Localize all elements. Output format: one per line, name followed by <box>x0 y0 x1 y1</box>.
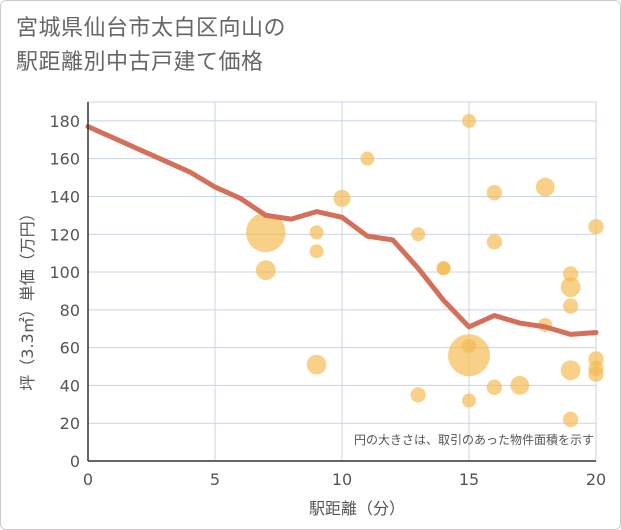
y-tick-label: 120 <box>49 225 80 244</box>
bubble-point <box>560 360 581 381</box>
x-tick-label: 10 <box>332 470 352 489</box>
bubble-point <box>448 334 490 377</box>
bubble-point <box>410 387 426 403</box>
axes <box>87 102 596 462</box>
bubble-point <box>246 212 286 253</box>
bubble-point <box>333 189 351 207</box>
bubble-point <box>562 266 579 282</box>
x-axis-label: 駅距離（分） <box>309 499 405 518</box>
bubble-point <box>462 338 476 353</box>
bubble-point <box>436 261 451 276</box>
bubble-point <box>510 376 530 395</box>
y-tick-label: 140 <box>49 187 80 206</box>
y-tick-label: 180 <box>49 112 80 131</box>
bubble-point <box>309 244 324 259</box>
bubble-point <box>535 177 555 197</box>
y-tick-label: 160 <box>49 150 80 169</box>
title-line-2: 駅距離別中古戸建て価格 <box>16 50 264 75</box>
y-tick-label: 100 <box>49 263 80 282</box>
bubble-point <box>486 234 503 250</box>
bubble-point <box>306 354 327 375</box>
bubble-point <box>360 151 375 166</box>
x-tick-label: 20 <box>586 470 606 489</box>
trend-series <box>85 124 599 337</box>
grid-lines <box>87 101 597 462</box>
bubble-point <box>562 298 579 314</box>
bubble-series <box>246 113 604 428</box>
bubble-point <box>560 277 581 298</box>
bubble-point <box>462 393 476 408</box>
bubble-point <box>562 411 579 428</box>
chart-title: 宮城県仙台市太白区向山の 駅距離別中古戸建て価格 <box>16 12 286 80</box>
trend-line <box>85 124 599 337</box>
size-note: 円の大きさは、取引のあった物件面積を示す <box>354 432 594 447</box>
bubble-point <box>309 225 324 240</box>
y-tick-label: 80 <box>60 301 80 320</box>
x-tick-label: 15 <box>459 470 479 489</box>
bubble-point <box>255 260 276 281</box>
y-tick-label: 20 <box>60 414 80 433</box>
bubble-point <box>411 227 426 242</box>
y-tick-label: 60 <box>60 339 80 358</box>
bubble-point <box>486 185 503 201</box>
bubble-point <box>486 379 503 395</box>
tick-labels: 0 20 40 60 80 100 120 140 160 180 0 5 10 15 20 <box>49 112 606 489</box>
y-axis-label: 坪（3.3㎡）単価（万円） <box>18 205 37 390</box>
bubble-point <box>588 219 604 235</box>
x-tick-label: 5 <box>210 470 220 489</box>
bubble-point <box>462 113 476 128</box>
bubble-point <box>588 366 604 382</box>
y-tick-label: 0 <box>70 452 80 471</box>
y-tick-label: 40 <box>60 376 80 395</box>
x-tick-label: 0 <box>83 470 93 489</box>
title-line-1: 宮城県仙台市太白区向山の <box>16 16 287 41</box>
